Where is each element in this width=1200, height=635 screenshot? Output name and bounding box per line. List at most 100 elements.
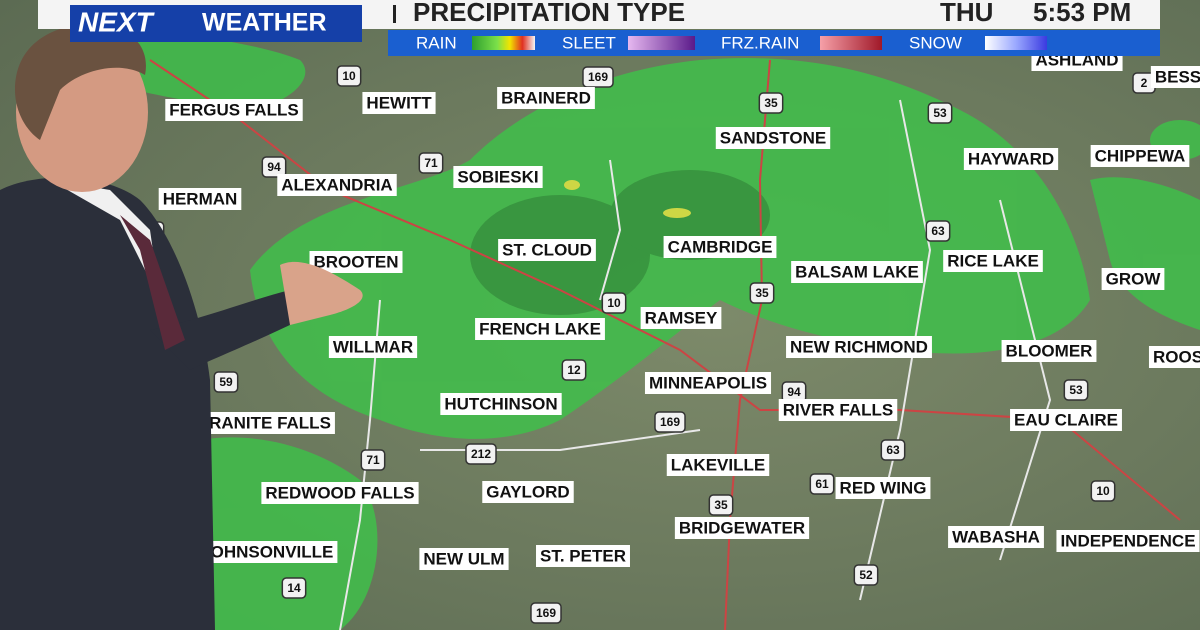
legend-swatch: [472, 36, 535, 50]
city-label: SANDSTONE: [720, 128, 826, 147]
highway-shield: [336, 65, 362, 87]
legend-label: FRZ.RAIN: [721, 33, 799, 52]
city-box: [1101, 268, 1165, 290]
highway-shield: [809, 473, 835, 495]
city-label: FERGUS FALLS: [169, 100, 298, 119]
time: 5:53 PM: [1033, 0, 1131, 27]
city-box: [1150, 66, 1200, 88]
highway-shield: [582, 66, 614, 88]
highway-number: 63: [886, 443, 900, 457]
city-label: OHNSONVILLE: [211, 542, 334, 561]
highway-shield: [465, 443, 497, 465]
legend-swatch: [820, 36, 882, 50]
city-box: [277, 174, 397, 196]
city-label: BRIDGEWATER: [679, 518, 805, 537]
highway-number: 59: [219, 375, 233, 389]
presenter: [0, 24, 363, 630]
highway-shield: [758, 92, 784, 114]
legend-swatch: [985, 36, 1047, 50]
highway-number: 35: [755, 286, 769, 300]
highway-shield: [530, 602, 562, 624]
city-label: NEW ULM: [423, 549, 504, 568]
city-box: [1001, 340, 1097, 362]
city-label: ST. PETER: [540, 546, 626, 565]
city-label: BALSAM LAKE: [795, 262, 919, 281]
city-label: ALEXANDRIA: [281, 175, 392, 194]
city-label: ST. CLOUD: [502, 240, 592, 259]
legend-swatch: [628, 36, 695, 50]
city-box: [835, 477, 931, 499]
city-box: [640, 307, 722, 329]
city-label: RED WING: [840, 478, 927, 497]
highway-shield: [1063, 379, 1089, 401]
city-label: MINNEAPOLIS: [649, 373, 767, 392]
city-box: [158, 188, 242, 210]
divider: [393, 5, 396, 23]
city-label: BLOOMER: [1006, 341, 1093, 360]
city-label: HAYWARD: [968, 149, 1054, 168]
highway-number: 61: [815, 477, 829, 491]
highway-shield: [360, 449, 386, 471]
title: PRECIPITATION TYPE: [413, 0, 685, 27]
city-label: BROOTEN: [314, 252, 399, 271]
day: THU: [940, 0, 993, 27]
city-box: [261, 482, 419, 504]
city-box: [663, 236, 777, 258]
highway-shield: [213, 371, 239, 393]
highway-shield: [281, 577, 307, 599]
highway-shield: [749, 282, 775, 304]
city-label: HERMAN: [163, 189, 238, 208]
city-box: [453, 166, 543, 188]
highway-number: 10: [342, 69, 356, 83]
city-box: [1090, 145, 1190, 167]
city-box: [536, 545, 630, 567]
city-label: WILLMAR: [333, 337, 413, 356]
city-box: [715, 127, 831, 149]
highway-shield: [261, 156, 287, 178]
city-label: LAKEVILLE: [671, 455, 765, 474]
city-box: [419, 548, 509, 570]
city-label: EAU CLAIRE: [1014, 410, 1118, 429]
city-box: [328, 336, 418, 358]
highway-number: 212: [471, 447, 491, 461]
city-box: [943, 250, 1043, 272]
map-labels: 10 169 35 53 2 94 71 35 63 35 10 12 59 53 94 169 71 212 63…: [139, 49, 1200, 624]
brand-box: [70, 5, 362, 42]
city-label: CHIPPEWA: [1095, 146, 1186, 165]
city-box: [498, 239, 596, 261]
header: NEXT WEATHER PRECIPITATION TYPE THU 5:53…: [38, 0, 1160, 56]
highway-number: 53: [933, 106, 947, 120]
city-label: RAMSEY: [645, 308, 718, 327]
city-label: BRAINERD: [501, 88, 591, 107]
highway-number: 52: [859, 568, 873, 582]
city-box: [666, 454, 770, 476]
highway-number: 10: [607, 296, 621, 310]
city-box: [165, 99, 303, 121]
city-box: [1010, 409, 1122, 431]
legend-label: SNOW: [909, 33, 962, 52]
city-label: INDEPENDENCE: [1060, 531, 1195, 550]
legend-label: RAIN: [416, 33, 457, 52]
city-box: [778, 399, 898, 421]
city-box: [309, 251, 403, 273]
brand-next: NEXT: [78, 6, 156, 37]
legend-label: SLEET: [562, 33, 616, 52]
highway-shield: [708, 494, 734, 516]
highway-shield: [1090, 480, 1116, 502]
city-box: [497, 87, 595, 109]
city-label: SOBIESKI: [457, 167, 538, 186]
city-label: GROW: [1106, 269, 1162, 288]
highway-shield: [880, 439, 906, 461]
city-box: [1148, 346, 1200, 368]
highway-number: 53: [1069, 383, 1083, 397]
highway-number: 169: [536, 606, 556, 620]
highway-number: 35: [764, 96, 778, 110]
highway-number: 10: [1096, 484, 1110, 498]
highway-shield: [561, 359, 587, 381]
city-label: BESS: [1155, 67, 1200, 86]
city-label: FRENCH LAKE: [479, 319, 601, 338]
city-label: ROOS: [1153, 347, 1200, 366]
city-box: [963, 148, 1059, 170]
highway-shield: [927, 102, 953, 124]
